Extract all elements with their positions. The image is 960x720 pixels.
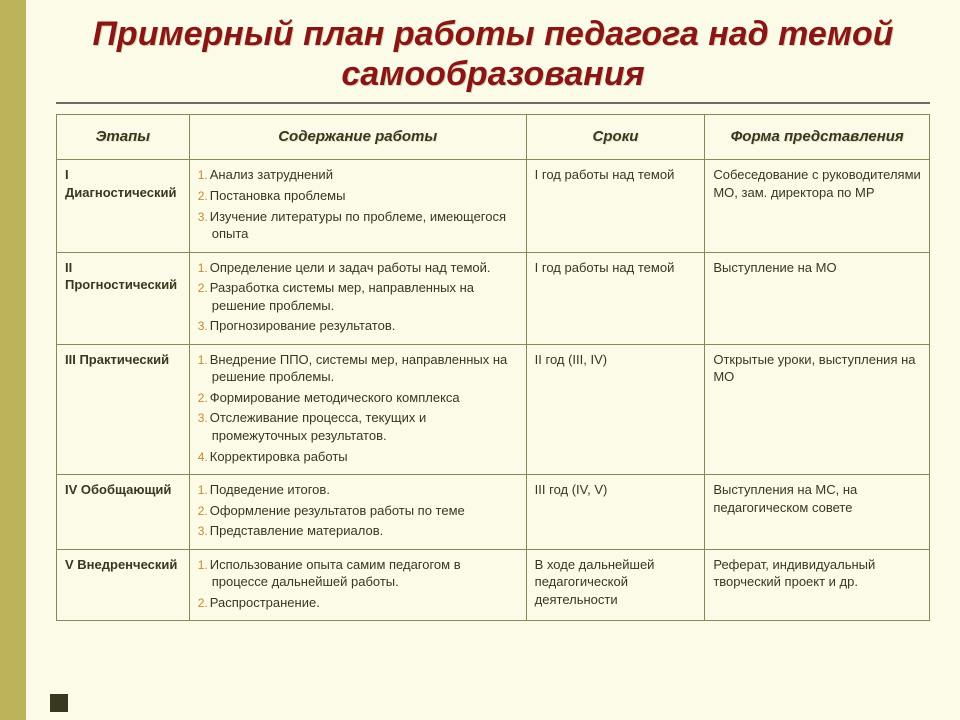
plan-table: Этапы Содержание работы Сроки Форма пред… bbox=[56, 114, 930, 621]
plan-table-body: I Диагностический1.Анализ затруднений2.П… bbox=[57, 160, 930, 621]
item-number: 3. bbox=[198, 210, 210, 224]
col-header-term: Сроки bbox=[526, 115, 705, 160]
item-text: Подведение итогов. bbox=[210, 482, 330, 497]
content-cell: 1.Анализ затруднений2.Постановка проблем… bbox=[189, 160, 526, 252]
content-item: 1.Анализ затруднений bbox=[198, 166, 518, 184]
item-text: Формирование методического комплекса bbox=[210, 390, 460, 405]
term-cell: II год (III, IV) bbox=[526, 344, 705, 474]
content-item: 2.Распространение. bbox=[198, 594, 518, 612]
stage-cell: I Диагностический bbox=[57, 160, 190, 252]
content-item: 4.Корректировка работы bbox=[198, 448, 518, 466]
stage-cell: IV Обобщающий bbox=[57, 475, 190, 550]
item-text: Прогнозирование результатов. bbox=[210, 318, 396, 333]
slide-page: Примерный план работы педагога над темой… bbox=[0, 0, 960, 720]
content-item: 3.Изучение литературы по проблеме, имеющ… bbox=[198, 208, 518, 243]
item-number: 2. bbox=[198, 596, 210, 610]
content-item: 3.Представление материалов. bbox=[198, 522, 518, 540]
item-number: 2. bbox=[198, 281, 210, 295]
item-text: Отслеживание процесса, текущих и промежу… bbox=[210, 410, 427, 443]
content-cell: 1.Внедрение ППО, системы мер, направленн… bbox=[189, 344, 526, 474]
form-cell: Реферат, индивидуальный творческий проек… bbox=[705, 549, 930, 621]
item-number: 1. bbox=[198, 558, 210, 572]
item-number: 1. bbox=[198, 261, 210, 275]
content-item: 1.Внедрение ППО, системы мер, направленн… bbox=[198, 351, 518, 386]
table-row: V Внедренческий1.Использование опыта сам… bbox=[57, 549, 930, 621]
item-number: 2. bbox=[198, 504, 210, 518]
content-cell: 1.Определение цели и задач работы над те… bbox=[189, 252, 526, 344]
stage-cell: II Прогностический bbox=[57, 252, 190, 344]
content-item: 2.Формирование методического комплекса bbox=[198, 389, 518, 407]
form-cell: Собеседование с руководителями МО, зам. … bbox=[705, 160, 930, 252]
slide-content: Примерный план работы педагога над темой… bbox=[26, 0, 960, 720]
term-cell: I год работы над темой bbox=[526, 160, 705, 252]
item-text: Корректировка работы bbox=[210, 449, 348, 464]
stage-cell: III Практический bbox=[57, 344, 190, 474]
content-item: 2.Постановка проблемы bbox=[198, 187, 518, 205]
item-number: 1. bbox=[198, 168, 210, 182]
col-header-content: Содержание работы bbox=[189, 115, 526, 160]
content-item: 3.Отслеживание процесса, текущих и проме… bbox=[198, 409, 518, 444]
item-text: Анализ затруднений bbox=[210, 167, 333, 182]
item-text: Оформление результатов работы по теме bbox=[210, 503, 465, 518]
item-number: 2. bbox=[198, 189, 210, 203]
item-text: Внедрение ППО, системы мер, направленных… bbox=[210, 352, 508, 385]
content-item: 3.Прогнозирование результатов. bbox=[198, 317, 518, 335]
content-item-list: 1.Внедрение ППО, системы мер, направленн… bbox=[198, 351, 518, 465]
content-item-list: 1.Использование опыта самим педагогом в … bbox=[198, 556, 518, 612]
item-text: Изучение литературы по проблеме, имеющег… bbox=[210, 209, 506, 242]
content-item: 1.Подведение итогов. bbox=[198, 481, 518, 499]
form-cell: Выступления на МС, на педагогическом сов… bbox=[705, 475, 930, 550]
content-cell: 1.Подведение итогов.2.Оформление результ… bbox=[189, 475, 526, 550]
item-number: 3. bbox=[198, 319, 210, 333]
term-cell: В ходе дальнейшей педагогической деятель… bbox=[526, 549, 705, 621]
item-text: Использование опыта самим педагогом в пр… bbox=[210, 557, 461, 590]
term-cell: III год (IV, V) bbox=[526, 475, 705, 550]
content-cell: 1.Использование опыта самим педагогом в … bbox=[189, 549, 526, 621]
page-title: Примерный план работы педагога над темой… bbox=[56, 14, 930, 94]
stage-cell: V Внедренческий bbox=[57, 549, 190, 621]
content-item: 1.Определение цели и задач работы над те… bbox=[198, 259, 518, 277]
table-header-row: Этапы Содержание работы Сроки Форма пред… bbox=[57, 115, 930, 160]
table-row: III Практический1.Внедрение ППО, системы… bbox=[57, 344, 930, 474]
item-text: Определение цели и задач работы над темо… bbox=[210, 260, 491, 275]
table-row: I Диагностический1.Анализ затруднений2.П… bbox=[57, 160, 930, 252]
form-cell: Выступление на МО bbox=[705, 252, 930, 344]
left-accent-stripe bbox=[0, 0, 26, 720]
item-text: Разработка системы мер, направленных на … bbox=[210, 280, 474, 313]
item-number: 1. bbox=[198, 353, 210, 367]
table-row: II Прогностический 1.Определение цели и з… bbox=[57, 252, 930, 344]
table-row: IV Обобщающий1.Подведение итогов.2.Оформ… bbox=[57, 475, 930, 550]
col-header-form: Форма представления bbox=[705, 115, 930, 160]
item-number: 3. bbox=[198, 524, 210, 538]
content-item-list: 1.Подведение итогов.2.Оформление результ… bbox=[198, 481, 518, 540]
content-item-list: 1.Определение цели и задач работы над те… bbox=[198, 259, 518, 335]
content-item: 2.Разработка системы мер, направленных н… bbox=[198, 279, 518, 314]
item-number: 3. bbox=[198, 411, 210, 425]
form-cell: Открытые уроки, выступления на МО bbox=[705, 344, 930, 474]
content-item-list: 1.Анализ затруднений2.Постановка проблем… bbox=[198, 166, 518, 242]
title-underline bbox=[56, 102, 930, 104]
item-number: 2. bbox=[198, 391, 210, 405]
item-text: Распространение. bbox=[210, 595, 320, 610]
item-number: 1. bbox=[198, 483, 210, 497]
item-number: 4. bbox=[198, 450, 210, 464]
col-header-stage: Этапы bbox=[57, 115, 190, 160]
item-text: Представление материалов. bbox=[210, 523, 383, 538]
term-cell: I год работы над темой bbox=[526, 252, 705, 344]
item-text: Постановка проблемы bbox=[210, 188, 346, 203]
content-item: 2.Оформление результатов работы по теме bbox=[198, 502, 518, 520]
content-item: 1.Использование опыта самим педагогом в … bbox=[198, 556, 518, 591]
footer-square-icon bbox=[50, 694, 68, 712]
